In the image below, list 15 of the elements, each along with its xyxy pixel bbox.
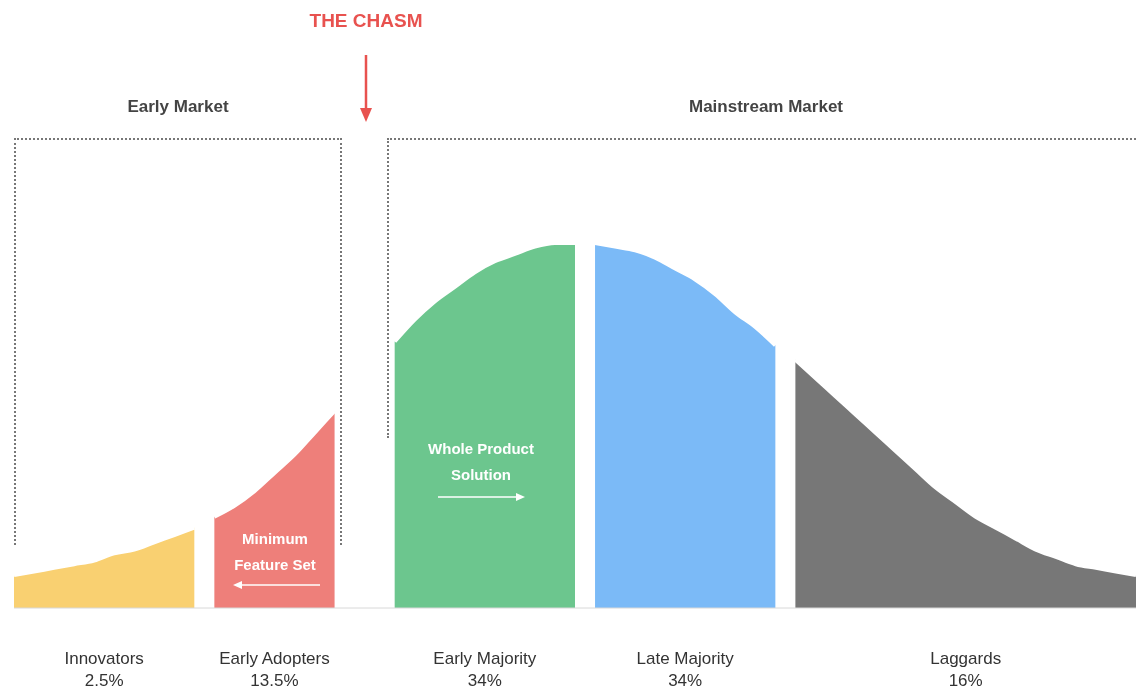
text: Early Adopters (219, 648, 330, 670)
annotation: Whole Product Solution (427, 439, 535, 485)
text: THE CHASM (309, 10, 423, 32)
text: 13.5% (249, 670, 300, 692)
annotation: Minimum Feature Set (233, 529, 317, 575)
text: Early Market (127, 97, 229, 117)
text: Laggards (930, 648, 1002, 670)
text: Mainstream Market (688, 97, 844, 117)
text: Innovators (64, 648, 144, 670)
text: Late Majority (636, 648, 734, 670)
text: 2.5% (83, 670, 125, 692)
text: 34% (466, 670, 503, 692)
text: 34% (667, 670, 704, 692)
text: 16% (947, 670, 984, 692)
text: Early Majority (433, 648, 537, 670)
